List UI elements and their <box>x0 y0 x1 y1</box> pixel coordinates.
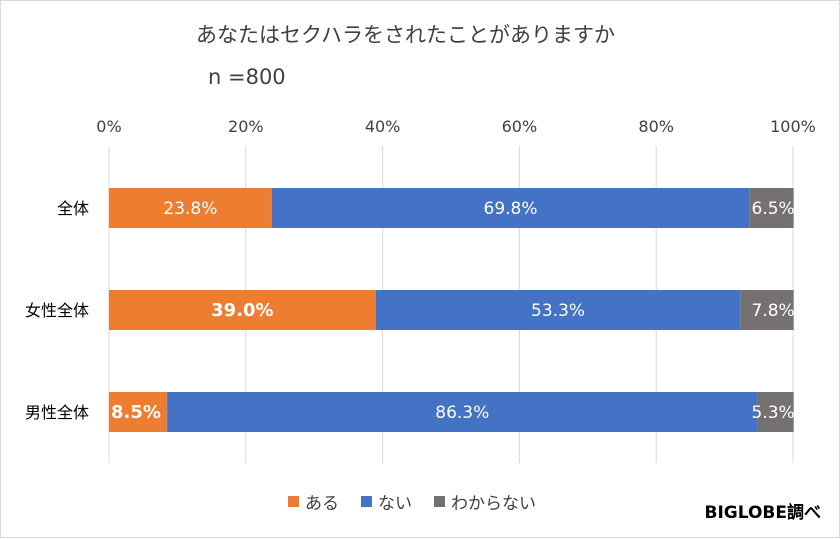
x-tick-label: 100% <box>770 117 816 136</box>
data-label: 23.8% <box>163 199 217 219</box>
legend-item-wakaranai: わからない <box>434 489 536 514</box>
data-label: 6.5% <box>751 199 794 219</box>
x-tick-label: 60% <box>502 117 538 136</box>
category-label: 全体 <box>57 199 89 218</box>
data-label: 86.3% <box>435 403 489 423</box>
legend-label-nai: ない <box>378 494 412 514</box>
legend-label-wakaranai: わからない <box>451 494 536 514</box>
bar-segment <box>375 290 741 330</box>
bar-segment <box>109 392 168 432</box>
data-label: 7.8% <box>751 301 794 321</box>
bar-segment <box>109 188 272 228</box>
data-label: 53.3% <box>531 301 585 321</box>
x-tick-label: 20% <box>228 117 264 136</box>
data-label: 69.8% <box>484 199 538 219</box>
bar-segment <box>109 290 376 330</box>
chart-title: あなたはセクハラをされたことがありますか <box>196 23 615 47</box>
legend-item-nai: ない <box>361 489 412 514</box>
source-credit: BIGLOBE調べ <box>704 503 822 523</box>
legend-swatch-aru <box>288 496 299 507</box>
x-tick-label: 0% <box>96 117 121 136</box>
data-label: 39.0% <box>211 300 273 321</box>
bar-segment <box>271 188 750 228</box>
legend-item-aru: ある <box>288 489 339 514</box>
legend-label-aru: ある <box>305 494 339 514</box>
data-label: 8.5% <box>111 402 161 423</box>
x-tick-label: 80% <box>638 117 674 136</box>
legend-swatch-nai <box>361 496 372 507</box>
data-label: 5.3% <box>751 403 794 423</box>
chart-legend: ある ない わからない <box>288 489 536 514</box>
category-label: 男性全体 <box>25 403 89 422</box>
category-label: 女性全体 <box>25 301 89 320</box>
sample-size-label: n =800 <box>208 65 286 89</box>
bar-segment <box>757 392 794 432</box>
bar-segment <box>167 392 758 432</box>
legend-swatch-wakaranai <box>434 496 445 507</box>
x-tick-label: 40% <box>365 117 401 136</box>
bar-segment <box>740 290 794 330</box>
bar-segment <box>749 188 794 228</box>
